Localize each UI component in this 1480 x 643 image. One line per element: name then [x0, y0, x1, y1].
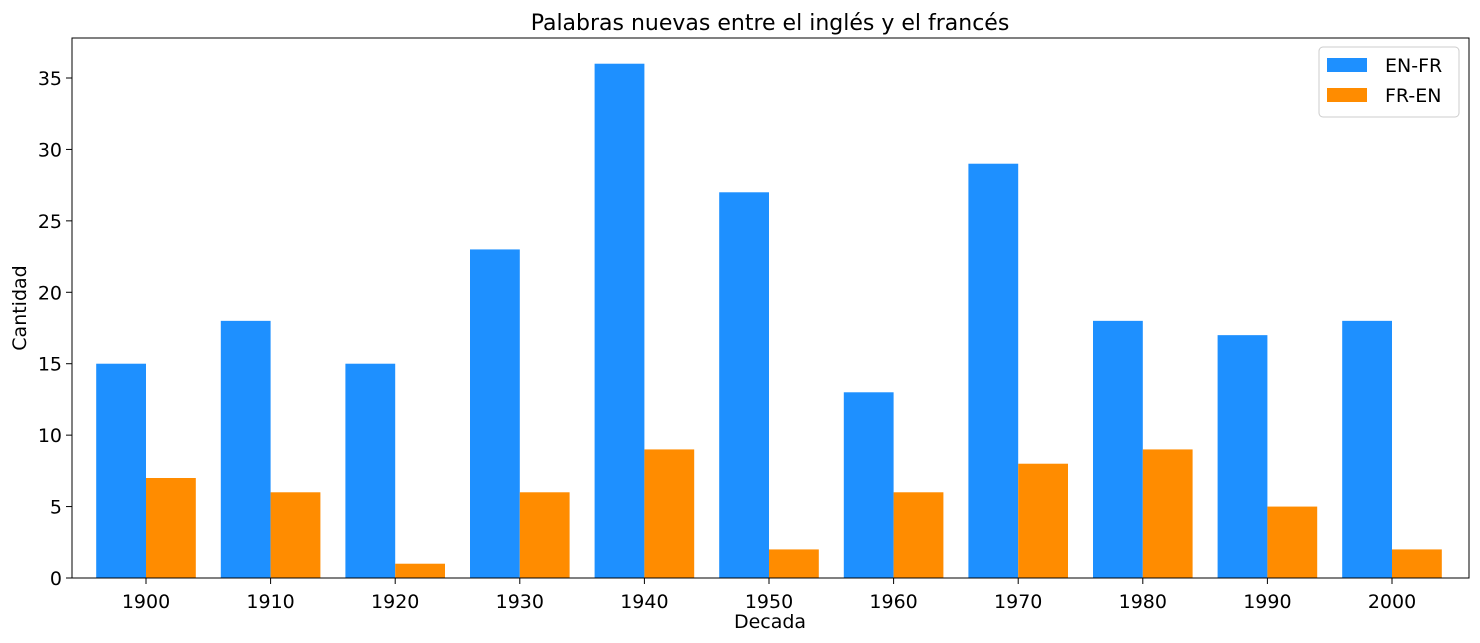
y-axis-label: Cantidad: [9, 265, 31, 350]
legend-swatch-fr-en: [1327, 88, 1367, 102]
bar-en-fr-2000: [1342, 320, 1392, 578]
bar-fr-en-1900: [146, 478, 196, 578]
x-axis-ticks: 1900 1910 1920 1930 1940 1950 1960 1970 1980 1990…: [122, 578, 1416, 613]
x-tick-label: 1950: [745, 591, 793, 613]
y-tick-label: 20: [38, 282, 62, 304]
bar-en-fr-1970: [968, 163, 1019, 578]
legend-label-fr-en: FR-EN: [1385, 85, 1441, 107]
legend-swatch-en-fr: [1327, 58, 1367, 72]
bar-en-fr-1990: [1217, 335, 1268, 578]
bar-fr-en-1950: [769, 549, 819, 578]
bar-fr-en-1920: [395, 563, 445, 578]
x-axis-label: Decada: [734, 611, 806, 633]
x-tick-label: 1900: [122, 591, 170, 613]
x-tick-label: 1940: [620, 591, 668, 613]
x-tick-label: 1970: [994, 591, 1042, 613]
bars-group: [96, 63, 1442, 579]
bar-fr-en-2000: [1392, 549, 1442, 578]
bar-en-fr-1940: [594, 63, 645, 578]
bar-fr-en-1910: [270, 492, 321, 578]
y-tick-label: 25: [38, 211, 62, 233]
bar-fr-en-1940: [644, 449, 695, 578]
bar-fr-en-1990: [1267, 506, 1318, 578]
legend: EN-FR FR-EN: [1318, 46, 1460, 118]
x-tick-label: 1910: [246, 591, 294, 613]
x-tick-label: 1960: [869, 591, 917, 613]
x-tick-label: 1990: [1243, 591, 1291, 613]
plot-frame: [71, 37, 1470, 579]
bar-en-fr-1910: [220, 320, 271, 578]
bar-en-fr-1980: [1093, 320, 1143, 578]
bar-fr-en-1930: [519, 492, 570, 578]
y-tick-label: 0: [50, 568, 62, 590]
bar-fr-en-1960: [893, 492, 944, 578]
y-tick-label: 15: [38, 354, 62, 376]
bar-fr-en-1980: [1142, 449, 1193, 578]
chart-title: Palabras nuevas entre el inglés y el fra…: [531, 11, 1010, 36]
y-tick-label: 35: [38, 68, 62, 90]
y-tick-label: 5: [50, 497, 62, 519]
y-axis-ticks: 0 5 10 15 20 25 30 35: [38, 68, 72, 590]
bar-en-fr-1930: [470, 249, 520, 578]
x-tick-label: 1980: [1119, 591, 1167, 613]
bar-en-fr-1900: [96, 363, 146, 578]
bar-en-fr-1960: [843, 392, 894, 578]
legend-label-en-fr: EN-FR: [1385, 55, 1442, 77]
x-tick-label: 2000: [1368, 591, 1416, 613]
bar-fr-en-1970: [1018, 463, 1068, 578]
bar-en-fr-1950: [719, 192, 769, 579]
x-tick-label: 1920: [371, 591, 419, 613]
x-tick-label: 1930: [496, 591, 544, 613]
bar-en-fr-1920: [345, 363, 396, 578]
y-tick-label: 30: [38, 139, 62, 161]
y-tick-label: 10: [38, 425, 62, 447]
